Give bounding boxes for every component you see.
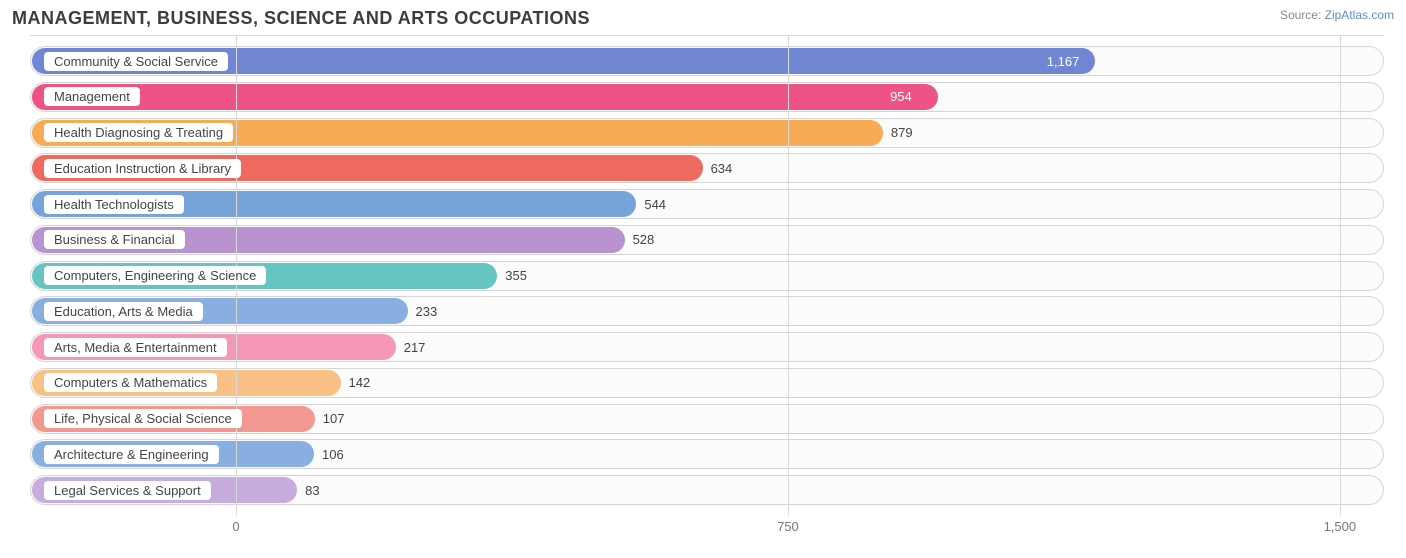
- bar-label: Education, Arts & Media: [44, 302, 203, 321]
- bar-value: 528: [633, 232, 655, 247]
- bar-series: Community & Social Service 1,167 Managemen…: [30, 46, 1384, 505]
- bar-value: 83: [305, 483, 319, 498]
- bar-label: Legal Services & Support: [44, 481, 211, 500]
- bar-label: Health Technologists: [44, 195, 184, 214]
- bar-value: 954: [890, 89, 912, 104]
- bar-label: Architecture & Engineering: [44, 445, 219, 464]
- x-tick-label: 0: [232, 519, 239, 534]
- bar-value: 233: [416, 304, 438, 319]
- bar-value: 1,167: [1047, 54, 1080, 69]
- bar-row: Computers & Mathematics 142: [30, 368, 1384, 398]
- bar-row: Education Instruction & Library 634: [30, 153, 1384, 183]
- bar-row: Education, Arts & Media 233: [30, 296, 1384, 326]
- bar-row: Community & Social Service 1,167: [30, 46, 1384, 76]
- plot-area: Community & Social Service 1,167 Managemen…: [30, 35, 1384, 515]
- bar-value: 879: [891, 125, 913, 140]
- chart-title: MANAGEMENT, BUSINESS, SCIENCE AND ARTS O…: [12, 8, 590, 29]
- bar-value: 217: [404, 340, 426, 355]
- bar-row: Arts, Media & Entertainment 217: [30, 332, 1384, 362]
- bar-row: Life, Physical & Social Science 107: [30, 404, 1384, 434]
- gridline: [788, 36, 789, 515]
- bar-row: Legal Services & Support 83: [30, 475, 1384, 505]
- bar-row: Health Diagnosing & Treating 879: [30, 118, 1384, 148]
- gridline: [1340, 36, 1341, 515]
- bar-label: Health Diagnosing & Treating: [44, 123, 233, 142]
- source-attribution: Source: ZipAtlas.com: [1280, 8, 1394, 22]
- bar-fill: [32, 84, 938, 110]
- bar-value: 634: [711, 161, 733, 176]
- source-link[interactable]: ZipAtlas.com: [1325, 8, 1394, 22]
- bar-label: Computers, Engineering & Science: [44, 266, 266, 285]
- x-tick-label: 1,500: [1324, 519, 1357, 534]
- bar-value: 544: [644, 197, 666, 212]
- bar-label: Business & Financial: [44, 230, 185, 249]
- x-axis: 0 750 1,500: [30, 515, 1384, 545]
- x-tick-label: 750: [777, 519, 799, 534]
- bar-row: Management 954: [30, 82, 1384, 112]
- bar-label: Community & Social Service: [44, 52, 228, 71]
- bar-row: Business & Financial 528: [30, 225, 1384, 255]
- bar-value: 355: [505, 268, 527, 283]
- source-prefix: Source:: [1280, 8, 1325, 22]
- bar-row: Architecture & Engineering 106: [30, 439, 1384, 469]
- bar-label: Life, Physical & Social Science: [44, 409, 242, 428]
- bar-value: 106: [322, 447, 344, 462]
- chart-header: MANAGEMENT, BUSINESS, SCIENCE AND ARTS O…: [12, 8, 1394, 29]
- bar-row: Computers, Engineering & Science 355: [30, 261, 1384, 291]
- bar-label: Management: [44, 87, 140, 106]
- bar-label: Education Instruction & Library: [44, 159, 241, 178]
- chart-container: Community & Social Service 1,167 Managemen…: [12, 35, 1394, 545]
- bar-value: 107: [323, 411, 345, 426]
- bar-row: Health Technologists 544: [30, 189, 1384, 219]
- bar-label: Arts, Media & Entertainment: [44, 338, 227, 357]
- bar-label: Computers & Mathematics: [44, 373, 217, 392]
- bar-value: 142: [349, 375, 371, 390]
